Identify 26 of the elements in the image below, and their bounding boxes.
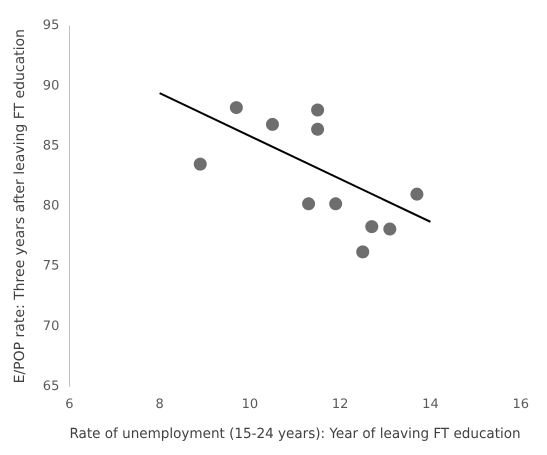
point — [410, 188, 424, 201]
y-tick-label: 80 — [42, 198, 60, 214]
x-tick-label: 6 — [65, 396, 74, 412]
x-tick-label: 14 — [422, 396, 439, 412]
point — [383, 222, 396, 236]
y-tick-label: 85 — [42, 138, 60, 154]
y-tick-label: 75 — [42, 258, 60, 274]
x-tick-label: 16 — [512, 396, 529, 412]
x-tick-label: 8 — [155, 396, 164, 412]
y-tick-label: 90 — [42, 78, 60, 94]
point — [311, 122, 324, 136]
point — [194, 158, 207, 171]
point — [329, 197, 342, 210]
point — [230, 101, 243, 114]
x-axis-title: Rate of unemployment (15-24 years): Year of leaving FT education — [69, 426, 521, 442]
point — [311, 103, 324, 116]
point — [302, 197, 316, 210]
y-tick-label: 70 — [42, 318, 60, 334]
x-tick-label: 10 — [242, 396, 258, 412]
y-tick-label: 95 — [42, 18, 60, 34]
x-tick-label: 12 — [332, 396, 348, 412]
y-axis-title: E/POP rate: Three years after leaving FT education — [12, 29, 28, 384]
point — [266, 118, 279, 131]
point — [356, 245, 370, 258]
y-tick-label: 65 — [42, 378, 60, 394]
point — [365, 220, 378, 234]
